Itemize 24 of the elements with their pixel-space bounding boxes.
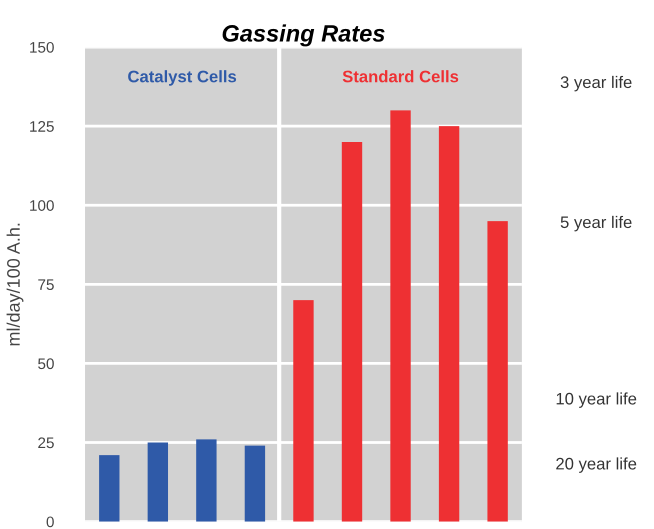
text: Standard Cells bbox=[342, 70, 458, 82]
y-tick-label: 150 bbox=[30, 42, 54, 53]
bar bbox=[244, 446, 266, 522]
bar bbox=[487, 221, 508, 522]
text: 10 year life bbox=[556, 392, 636, 408]
bar bbox=[196, 439, 217, 522]
bar bbox=[293, 300, 314, 522]
bar bbox=[438, 126, 460, 522]
text: Catalyst Cells bbox=[128, 70, 236, 86]
y-tick-label: 125 bbox=[30, 121, 54, 132]
text: 3 year life bbox=[560, 76, 632, 92]
text: 20 year life bbox=[556, 457, 636, 473]
chart-title: Gassing Rates bbox=[222, 24, 385, 46]
y-tick-label: 50 bbox=[38, 358, 54, 370]
y-tick-label: 25 bbox=[38, 437, 54, 448]
bar bbox=[148, 442, 168, 522]
bar bbox=[390, 110, 411, 522]
text: 5 year life bbox=[560, 216, 632, 232]
y-tick-label: 0 bbox=[46, 516, 54, 528]
y-axis-title: ml/day/100 A.h. bbox=[6, 224, 24, 346]
y-tick-label: 100 bbox=[30, 200, 54, 211]
bar bbox=[99, 455, 120, 522]
y-tick-label: 75 bbox=[38, 279, 54, 290]
bar bbox=[342, 142, 362, 522]
